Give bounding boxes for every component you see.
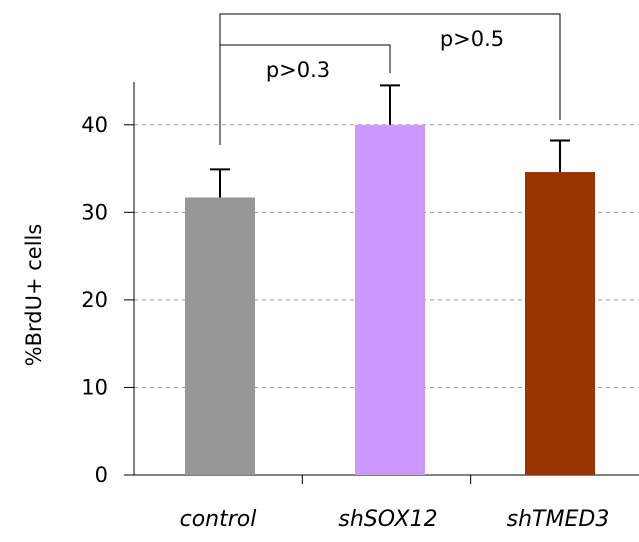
p-value-label-1: p>0.3 — [266, 58, 330, 82]
y-tick-label-30: 30 — [81, 200, 108, 224]
y-tick-label-40: 40 — [81, 113, 108, 137]
bar-control — [185, 197, 255, 475]
significance-brackets: p>0.3 p>0.5 — [219, 13, 561, 145]
y-axis-label: %BrdU+ cells — [22, 224, 46, 367]
error-bars — [210, 84, 570, 198]
bar-shTMED3 — [525, 172, 595, 475]
y-tick-label-0: 0 — [95, 463, 108, 487]
y-tick-label-20: 20 — [81, 288, 108, 312]
x-category-labels: control shSOX12 shTMED3 — [180, 507, 610, 532]
significance-bracket-2 — [219, 13, 561, 145]
category-label-control: control — [180, 507, 257, 532]
y-tick-label-10: 10 — [81, 375, 108, 399]
bars — [185, 124, 595, 476]
category-label-shSOX12: shSOX12 — [338, 507, 437, 532]
y-tick-labels: 0 10 20 30 40 — [81, 113, 108, 487]
p-value-label-2: p>0.5 — [440, 27, 504, 51]
bar-shSOX12 — [355, 124, 425, 476]
category-label-shTMED3: shTMED3 — [507, 507, 610, 532]
